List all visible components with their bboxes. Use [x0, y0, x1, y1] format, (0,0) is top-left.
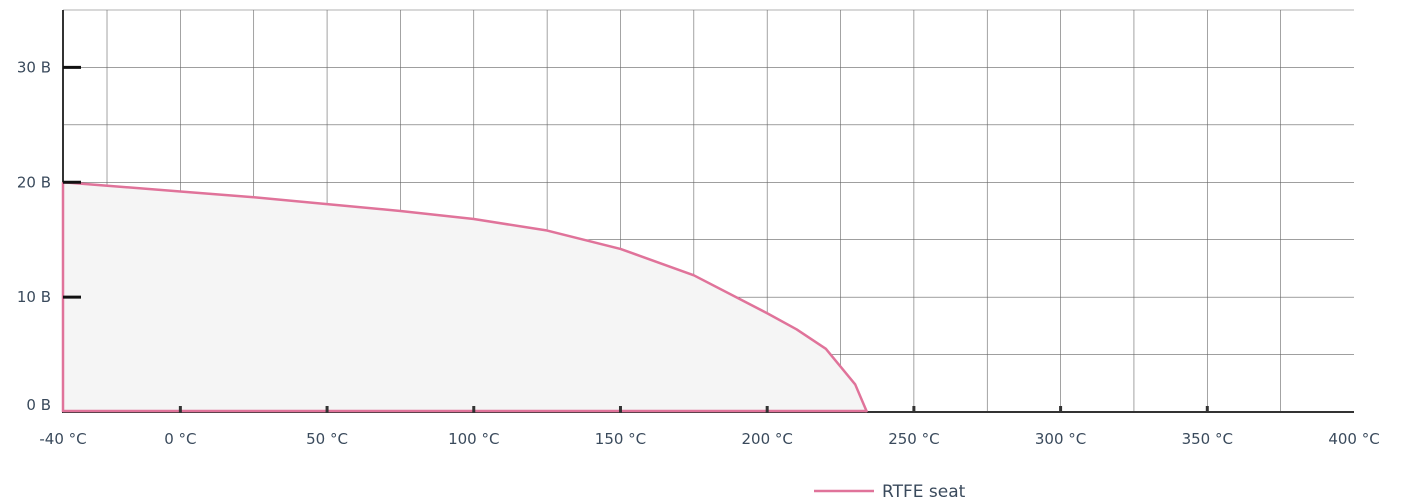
x-tick-label: 0 °C [164, 430, 196, 448]
y-tick-label: 10 B [17, 288, 51, 306]
operating-range-area [63, 182, 867, 412]
x-tick-label: -40 °C [39, 430, 86, 448]
x-tick-label: 300 °C [1035, 430, 1086, 448]
y-tick-label: 20 B [17, 173, 51, 191]
x-tick-label: 250 °C [888, 430, 939, 448]
x-tick-label: 50 °C [306, 430, 348, 448]
x-tick-label: 350 °C [1182, 430, 1233, 448]
y-tick-label: 30 B [17, 58, 51, 76]
x-tick-label: 100 °C [448, 430, 499, 448]
y-tick-label: 0 B [26, 396, 51, 414]
legend: RTFE seat [814, 482, 966, 502]
x-tick-label: 400 °C [1328, 430, 1379, 448]
series-line-rtfe-seat [62, 181, 869, 413]
x-tick-label: 200 °C [741, 430, 792, 448]
legend-label-rtfe-seat: RTFE seat [882, 482, 966, 502]
ticks: -40 °C 0 °C 50 °C 100 °C 150 °C 200 °C 250 °C 3… [17, 58, 1380, 448]
x-tick-label: 150 °C [595, 430, 646, 448]
